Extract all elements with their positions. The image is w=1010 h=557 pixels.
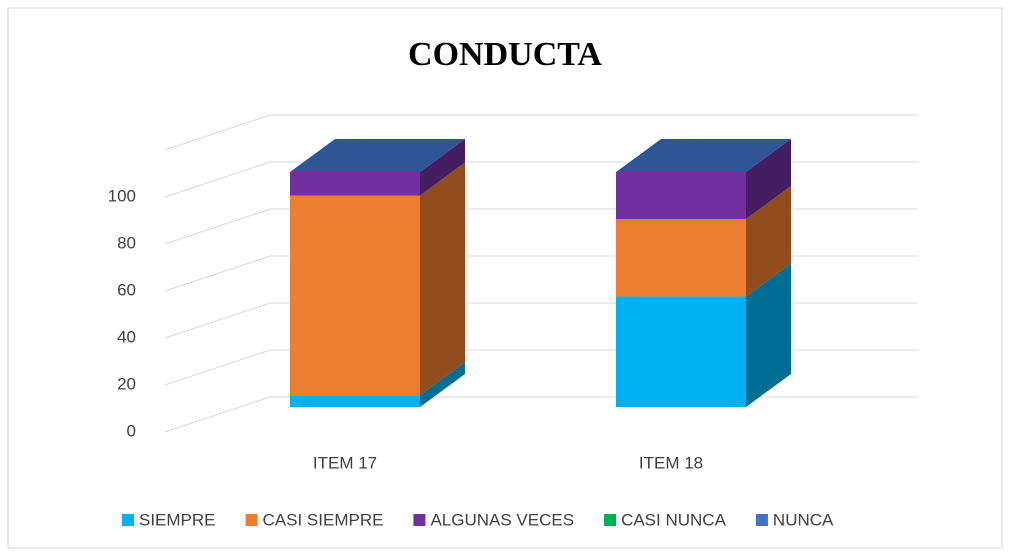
x-tick-label: ITEM 17 <box>313 453 377 472</box>
bar-side <box>746 263 791 407</box>
bar-side <box>420 139 465 196</box>
y-tick-label: 40 <box>117 327 136 346</box>
bar-side <box>420 162 465 396</box>
y-tick-label: 60 <box>117 280 136 299</box>
chart-title: CONDUCTA <box>408 36 602 73</box>
legend-label: SIEMPRE <box>139 510 216 529</box>
bar-segment <box>616 172 746 219</box>
y-tick-label: 0 <box>127 421 136 440</box>
bar-segment <box>616 219 746 297</box>
legend-label: NUNCA <box>773 510 834 529</box>
legend-swatch <box>755 514 768 526</box>
bar-side <box>746 186 791 297</box>
legend-swatch <box>245 514 258 526</box>
legend-swatch <box>604 514 617 526</box>
legend-label: CASI SIEMPRE <box>263 510 384 529</box>
wall-edge <box>164 114 918 151</box>
x-tick-label: ITEM 18 <box>639 453 703 472</box>
bar-segment <box>616 296 746 407</box>
bar-segment <box>290 195 420 396</box>
y-tick-label: 20 <box>117 374 136 393</box>
bar-side <box>420 362 465 407</box>
y-tick-label: 100 <box>108 186 136 205</box>
y-tick-label: 80 <box>117 233 136 252</box>
legend-swatch <box>122 514 134 526</box>
chart-frame <box>7 7 1003 549</box>
legend-label: ALGUNAS VECES <box>430 510 574 529</box>
bar-side <box>746 139 791 219</box>
legend-label: CASI NUNCA <box>621 510 727 529</box>
legend-swatch <box>413 514 426 526</box>
bar-top <box>290 139 465 172</box>
bar-top <box>616 139 791 172</box>
bar-segment <box>290 172 420 196</box>
bar-segment <box>290 395 420 407</box>
